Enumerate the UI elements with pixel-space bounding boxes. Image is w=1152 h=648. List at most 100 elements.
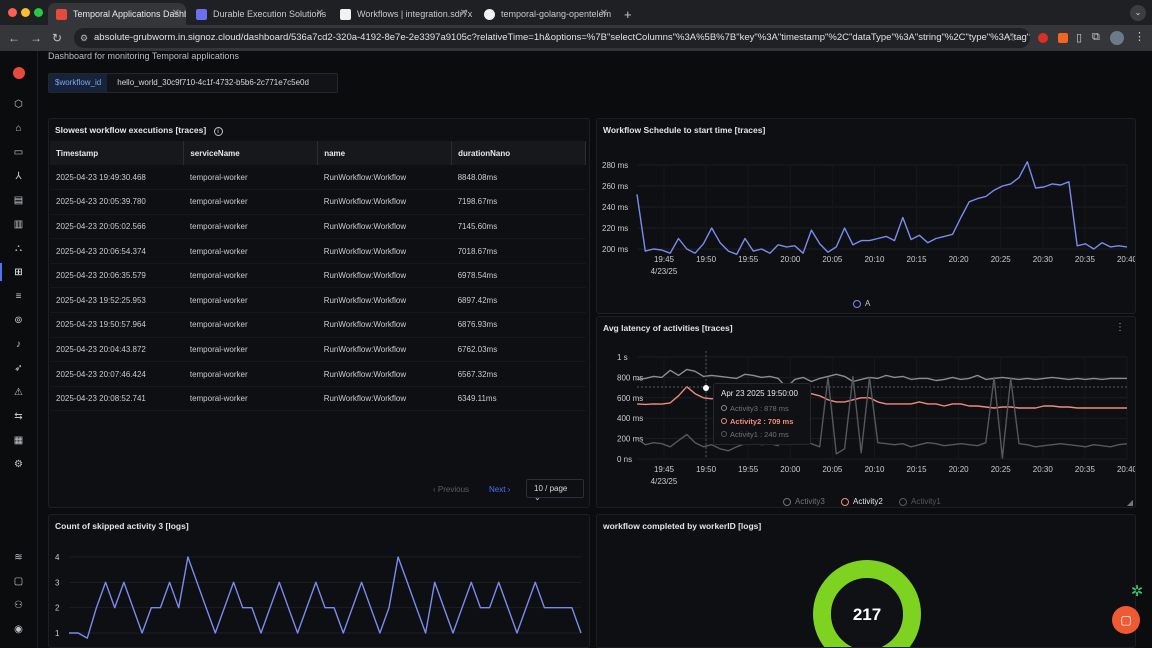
close-tab-icon[interactable]: ✕	[315, 8, 324, 19]
browser-tab[interactable]: Durable Execution Solutions ✕	[188, 3, 330, 25]
table-row[interactable]: 2025-04-23 20:08:52.741 temporal-worker Ru…	[50, 386, 586, 412]
close-tab-icon[interactable]: ✕	[599, 8, 608, 19]
table-row[interactable]: 2025-04-23 19:49:30.468 temporal-worker Ru…	[50, 165, 586, 191]
x-tick-label: 20:25	[991, 255, 1012, 264]
billing-icon[interactable]: ▦	[13, 435, 24, 446]
exceptions-icon[interactable]: ⚠	[14, 387, 23, 398]
table-row[interactable]: 2025-04-23 19:50:57.964 temporal-worker Ru…	[50, 312, 586, 338]
workflow-id-variable[interactable]: $workflow_id hello_world_30c9f710-4c1f-4…	[48, 73, 339, 93]
infra-icon[interactable]: ⛬	[15, 243, 22, 254]
column-header[interactable]: name	[317, 141, 453, 165]
table-row[interactable]: 2025-04-23 20:06:35.579 temporal-worker Ru…	[50, 263, 586, 289]
table-row[interactable]: 2025-04-23 19:52:25.953 temporal-worker Ru…	[50, 287, 586, 314]
legend-item-activity2[interactable]: Activity2	[841, 497, 883, 506]
forward-arrow-icon[interactable]: →	[30, 31, 42, 45]
close-tab-icon[interactable]: ✕	[459, 8, 468, 19]
table-cell: temporal-worker	[183, 287, 318, 314]
table-cell: 7145.60ms	[451, 214, 586, 240]
invite-user-icon[interactable]: ⚇	[14, 600, 23, 611]
profile-avatar[interactable]	[1110, 31, 1124, 45]
traces-icon[interactable]: ⅄	[15, 171, 22, 182]
signoz-logo-icon[interactable]	[13, 67, 25, 79]
column-header[interactable]: Timestamp	[50, 141, 185, 165]
avg-latency-chart[interactable]: 1 s 800 ms 600 ms 400 ms 200 ms 0 ns 19:45 19:5…	[597, 317, 1135, 507]
ai-assistant-icon[interactable]: ✲	[1130, 583, 1144, 600]
temporal-favicon-icon	[340, 8, 351, 20]
skipped-activity-panel: Count of skipped activity 3 [logs] 4 3 2 1	[48, 514, 590, 648]
previous-page-button[interactable]: ‹ Previous	[433, 485, 470, 494]
variable-value-input[interactable]: hello_world_30c9f710-4c1f-4732-b5b6-2c77…	[107, 74, 338, 92]
maximize-window-button[interactable]	[34, 8, 43, 17]
table-cell: RunWorkflow:Workflow	[317, 214, 452, 240]
settings-icon[interactable]: ⚙	[14, 459, 23, 470]
x-tick-label: 20:25	[991, 465, 1012, 474]
x-tick-label: 20:00	[780, 465, 801, 474]
services-icon[interactable]: ▭	[13, 147, 24, 158]
table-row[interactable]: 2025-04-23 20:04:43.872 temporal-worker Ru…	[50, 337, 586, 363]
back-arrow-icon[interactable]: ←	[8, 31, 20, 45]
table-cell: RunWorkflow:Workflow	[317, 386, 452, 412]
dashboards-icon[interactable]: ⊞	[14, 267, 23, 278]
table-row[interactable]: 2025-04-23 20:07:46.424 temporal-worker Ru…	[50, 361, 586, 387]
logs-icon[interactable]: ▤	[13, 195, 24, 206]
column-header[interactable]: serviceName	[183, 141, 319, 165]
panel-menu-icon[interactable]: ⋮	[1115, 322, 1125, 333]
minimize-window-button[interactable]	[21, 8, 30, 17]
donut-chart[interactable]: 217	[597, 515, 1137, 647]
alerts-icon[interactable]: ♪	[16, 339, 21, 350]
site-settings-icon[interactable]: ⚙	[80, 33, 89, 43]
y-tick-label: 2	[55, 604, 60, 613]
chat-icon[interactable]: ▢	[13, 576, 24, 587]
pipelines-icon[interactable]: ⇆	[14, 411, 23, 422]
new-tab-button[interactable]: +	[624, 6, 632, 22]
browser-tab[interactable]: Workflows | integration.sdr7x ✕	[332, 3, 474, 25]
x-tick-label: 20:20	[949, 255, 970, 264]
rocket-icon[interactable]: ➶	[14, 363, 23, 374]
y-tick-label: 600 ms	[617, 394, 643, 403]
extensions-puzzle-icon[interactable]: ⧉	[1092, 31, 1100, 43]
x-tick-label: 20:10	[864, 255, 885, 264]
table-row[interactable]: 2025-04-23 20:06:54.374 temporal-worker Ru…	[50, 238, 586, 264]
tab-search-chevron-icon[interactable]: ⌄	[1130, 5, 1146, 21]
list-icon[interactable]: ≡	[15, 291, 22, 302]
browser-tab[interactable]: temporal-golang-opentelem ✕	[476, 3, 614, 25]
completed-by-worker-panel: workflow completed by workerID [logs] 21…	[596, 514, 1136, 648]
extension-icon[interactable]: ▯	[1076, 32, 1083, 44]
url-field[interactable]: ⚙ absolute-grubworm.in.signoz.cloud/dash…	[74, 28, 1030, 48]
binoculars-icon[interactable]: ⊚	[14, 315, 23, 326]
cube-icon[interactable]: ⬡	[14, 99, 23, 110]
bookmark-star-icon[interactable]: ☆	[1006, 32, 1016, 44]
legend-item-activity1[interactable]: Activity1	[899, 497, 941, 506]
extension-icon[interactable]	[1038, 33, 1048, 43]
chat-support-button[interactable]: ▢	[1112, 606, 1140, 634]
info-icon[interactable]: i	[213, 127, 223, 136]
close-window-button[interactable]	[8, 8, 17, 17]
panel-title: Avg latency of activities [traces]	[603, 323, 733, 333]
metrics-icon[interactable]: ▥	[13, 219, 24, 230]
extension-icon[interactable]	[1058, 33, 1068, 43]
column-header[interactable]: durationNano	[451, 141, 586, 165]
legend-item-a[interactable]: A	[853, 299, 870, 308]
browser-tab[interactable]: Temporal Applications Dashb ✕	[48, 3, 186, 25]
account-icon[interactable]: ◉	[14, 624, 23, 635]
close-tab-icon[interactable]: ✕	[171, 8, 180, 19]
schedule-to-start-chart[interactable]: 280 ms 260 ms 240 ms 220 ms 200 ms 19:45 19:50…	[597, 119, 1135, 313]
panel-title: Count of skipped activity 3 [logs]	[55, 521, 189, 531]
table-cell: temporal-worker	[183, 238, 318, 264]
table-row[interactable]: 2025-04-23 20:05:39.780 temporal-worker Ru…	[50, 189, 586, 215]
page-size-select[interactable]: 10 / page ⌄	[526, 479, 584, 502]
layers-icon[interactable]: ≋	[14, 552, 23, 563]
home-icon[interactable]: ⌂	[15, 123, 22, 134]
table-cell: RunWorkflow:Workflow	[317, 189, 452, 215]
schedule-to-start-panel: Workflow Schedule to start time [traces]…	[596, 118, 1136, 314]
y-tick-label: 220 ms	[602, 224, 628, 233]
resize-handle-icon[interactable]: ◢	[1126, 498, 1133, 507]
reload-icon[interactable]: ↻	[52, 31, 63, 45]
browser-menu-icon[interactable]: ⋮	[1134, 31, 1145, 43]
tooltip-row-activity1: Activity1 : 240 ms	[730, 430, 789, 439]
table-row[interactable]: 2025-04-23 20:05:02.566 temporal-worker Ru…	[50, 214, 586, 240]
legend-item-activity3[interactable]: Activity3	[783, 497, 825, 506]
skipped-activity-chart[interactable]: 4 3 2 1	[49, 515, 589, 647]
table-cell: 2025-04-23 20:08:52.741	[50, 386, 184, 412]
next-page-button[interactable]: Next ›	[489, 485, 511, 494]
